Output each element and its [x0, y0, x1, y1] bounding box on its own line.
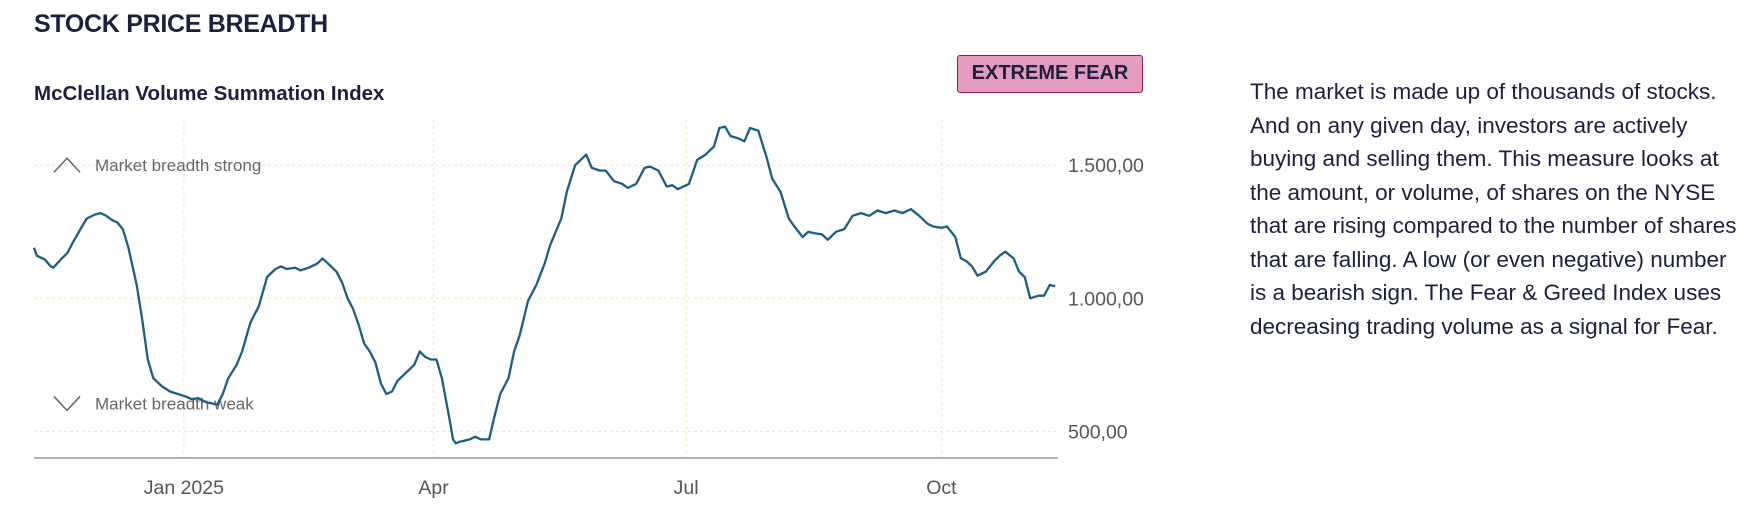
chart-series [32, 125, 1056, 445]
y-tick-label: 500,00 [1068, 421, 1128, 443]
annotation-label: Market breadth weak [95, 394, 254, 413]
section-title: STOCK PRICE BREADTH [34, 10, 328, 38]
y-tick-label: 1.000,00 [1068, 288, 1144, 310]
rating-badge: EXTREME FEAR [957, 55, 1143, 93]
chart-grid [34, 120, 1058, 459]
x-tick-label: Jan 2025 [144, 477, 224, 499]
chevron-down-icon [53, 395, 81, 412]
breadth-chart: Market breadth strong Market breadth weak… [32, 120, 1144, 499]
annotation-label: Market breadth strong [95, 156, 261, 175]
chart-title: McClellan Volume Summation Index [34, 82, 385, 105]
chart-annotations: Market breadth strong Market breadth weak [53, 156, 261, 413]
y-tick-label: 1.500,00 [1068, 155, 1144, 177]
x-tick-label: Apr [418, 477, 449, 499]
indicator-description: The market is made up of thousands of st… [1250, 79, 1737, 339]
series-line [32, 125, 1056, 445]
x-tick-label: Oct [926, 477, 957, 499]
x-tick-label: Jul [674, 477, 699, 499]
chart-ticks: 500,00 1.000,00 1.500,00 Jan 2025 Apr Jul Oct [144, 155, 1144, 499]
chevron-up-icon [53, 157, 81, 173]
